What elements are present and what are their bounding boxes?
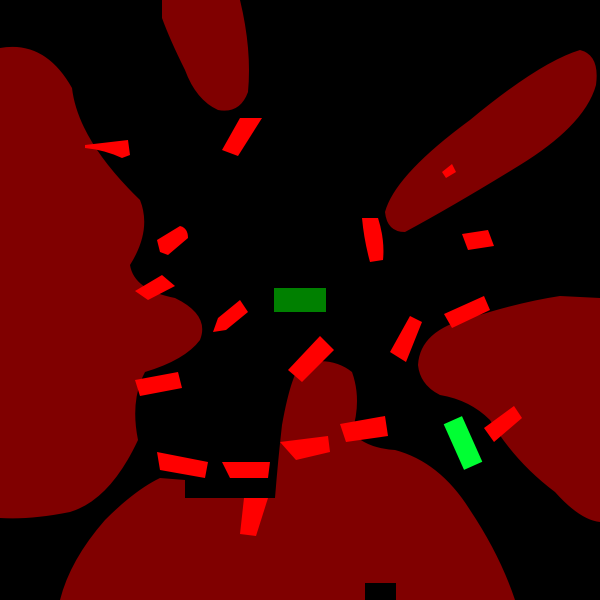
hazard-capsule [222,118,262,156]
hazard-capsule [462,230,494,250]
hazard-capsule [484,406,522,442]
hazard-capsule [340,416,388,442]
hazard-capsule [135,275,175,300]
terrain-notch-bottom [365,583,396,600]
hazard-capsule [390,316,422,362]
terrain-blob-upper-right [385,50,597,232]
hazard-capsule [85,140,130,158]
hazard-capsule [157,226,188,255]
hazard-capsule [444,296,490,328]
terrain-blob-top [162,0,249,111]
hazard-capsule [288,336,334,382]
terrain-blob-left [0,46,203,519]
hazard-capsule [362,218,384,262]
hazard-capsule [240,498,268,536]
goal-block [274,288,326,312]
terrain-blob-bottom [60,361,515,600]
player-block [443,416,483,470]
hazard-capsule [442,164,456,178]
hazard-capsule [222,462,270,478]
hazard-capsule [213,300,248,332]
hazard-capsule [157,452,208,478]
terrain-blob-right [418,296,600,522]
hazard-capsule [280,436,330,460]
hazard-capsule [135,372,182,396]
hazard-layer [85,118,522,536]
